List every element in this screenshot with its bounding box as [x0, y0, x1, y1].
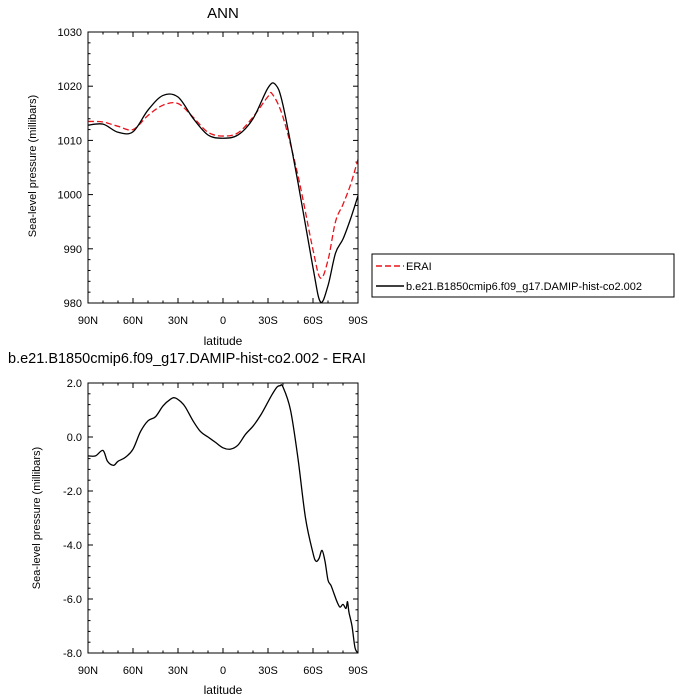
- bot-ytick-label: -2.0: [63, 486, 82, 498]
- legend: ERAI b.e21.B1850cmip6.f09_g17.DAMIP-hist…: [371, 253, 675, 298]
- top-ytick-label: 1000: [58, 190, 82, 202]
- top-y-tick-labels: 980 990 1000 1010 1020 1030: [58, 27, 82, 310]
- bottom-series-lines: [87, 384, 359, 654]
- bottom-plot-frame: [87, 382, 359, 654]
- top-xtick-label: 0: [220, 315, 226, 327]
- top-xtick-label: 30S: [258, 315, 278, 327]
- bottom-x-tick-labels: 90N 60N 30N 0 30S 60S 90S: [78, 665, 368, 677]
- bottom-panel: b.e21.B1850cmip6.f09_g17.DAMIP-hist-co2.…: [8, 351, 368, 697]
- bot-ytick-label: -8.0: [63, 648, 82, 660]
- bottom-tick-marks: [87, 382, 359, 654]
- top-ytick-label: 1030: [58, 27, 82, 39]
- top-panel: ANN Sea-level pressure (millibars) latit…: [27, 5, 368, 348]
- bot-series-line-0: [87, 384, 359, 654]
- bot-xtick-label: 30N: [168, 665, 188, 677]
- bot-ytick-label: 2.0: [67, 378, 82, 390]
- bot-ytick-label: 0.0: [67, 432, 82, 444]
- bot-ytick-label: -4.0: [63, 540, 82, 552]
- top-title: ANN: [207, 5, 239, 22]
- top-xtick-label: 60S: [303, 315, 323, 327]
- top-tick-marks: [87, 31, 359, 304]
- top-ytick-label: 1020: [58, 81, 82, 93]
- bot-xtick-label: 0: [220, 665, 226, 677]
- bot-ytick-label: -6.0: [63, 594, 82, 606]
- top-xtick-label: 90N: [78, 315, 98, 327]
- legend-label-model: b.e21.B1850cmip6.f09_g17.DAMIP-hist-co2.…: [406, 281, 642, 293]
- bot-xtick-label: 90S: [348, 665, 368, 677]
- bottom-ylabel: Sea-level pressure (millibars): [31, 447, 43, 589]
- legend-label-erai: ERAI: [406, 261, 432, 273]
- bot-xtick-label: 90N: [78, 665, 98, 677]
- top-ytick-label: 980: [64, 298, 82, 310]
- top-ylabel: Sea-level pressure (millibars): [27, 95, 39, 237]
- legend-box: [371, 253, 675, 298]
- top-ytick-label: 990: [64, 244, 82, 256]
- top-plot-frame: [87, 31, 359, 304]
- top-series-line-0: [87, 91, 359, 279]
- top-xtick-label: 60N: [123, 315, 143, 327]
- top-series-lines: [87, 82, 359, 304]
- bot-xtick-label: 60N: [123, 665, 143, 677]
- top-x-tick-labels: 90N 60N 30N 0 30S 60S 90S: [78, 315, 368, 327]
- bot-xtick-label: 60S: [303, 665, 323, 677]
- top-series-line-1: [87, 82, 359, 304]
- bottom-y-tick-labels: -8.0 -6.0 -4.0 -2.0 0.0 2.0: [63, 378, 82, 660]
- bot-xtick-label: 30S: [258, 665, 278, 677]
- top-ytick-label: 1010: [58, 135, 82, 147]
- top-xtick-label: 30N: [168, 315, 188, 327]
- top-xlabel: latitude: [204, 334, 243, 348]
- top-xtick-label: 90S: [348, 315, 368, 327]
- bottom-title: b.e21.B1850cmip6.f09_g17.DAMIP-hist-co2.…: [8, 351, 366, 367]
- bottom-xlabel: latitude: [204, 683, 243, 697]
